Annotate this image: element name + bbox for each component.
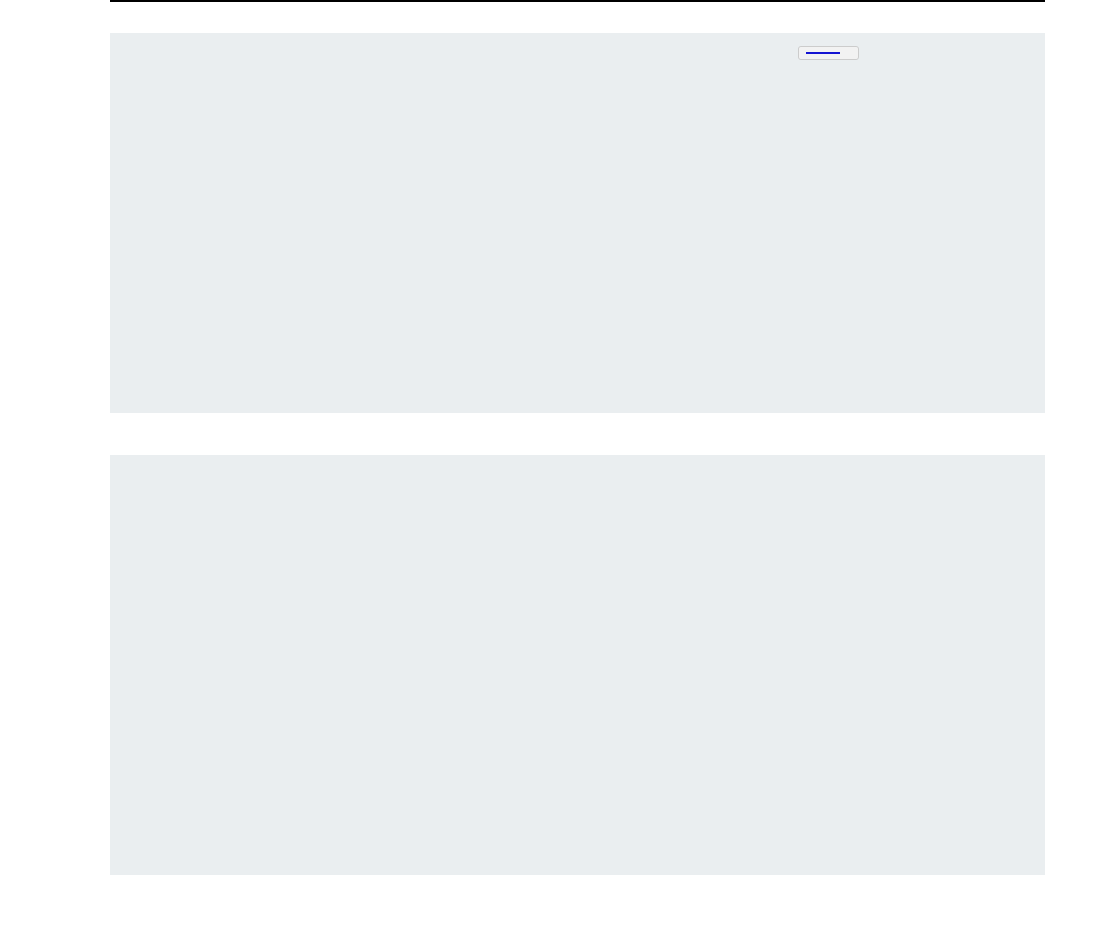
legend-line-swatch [806, 52, 840, 54]
chart-legend[interactable] [798, 46, 859, 60]
top-panel-lines [110, 33, 1045, 413]
y-axis-ticks-bottom [4, 455, 104, 875]
zero-baseline [110, 0, 1045, 2]
absolute-change-panel [110, 455, 1045, 875]
economic-capital-ratio-panel [110, 33, 1045, 413]
y-axis-ticks-top [4, 33, 104, 413]
